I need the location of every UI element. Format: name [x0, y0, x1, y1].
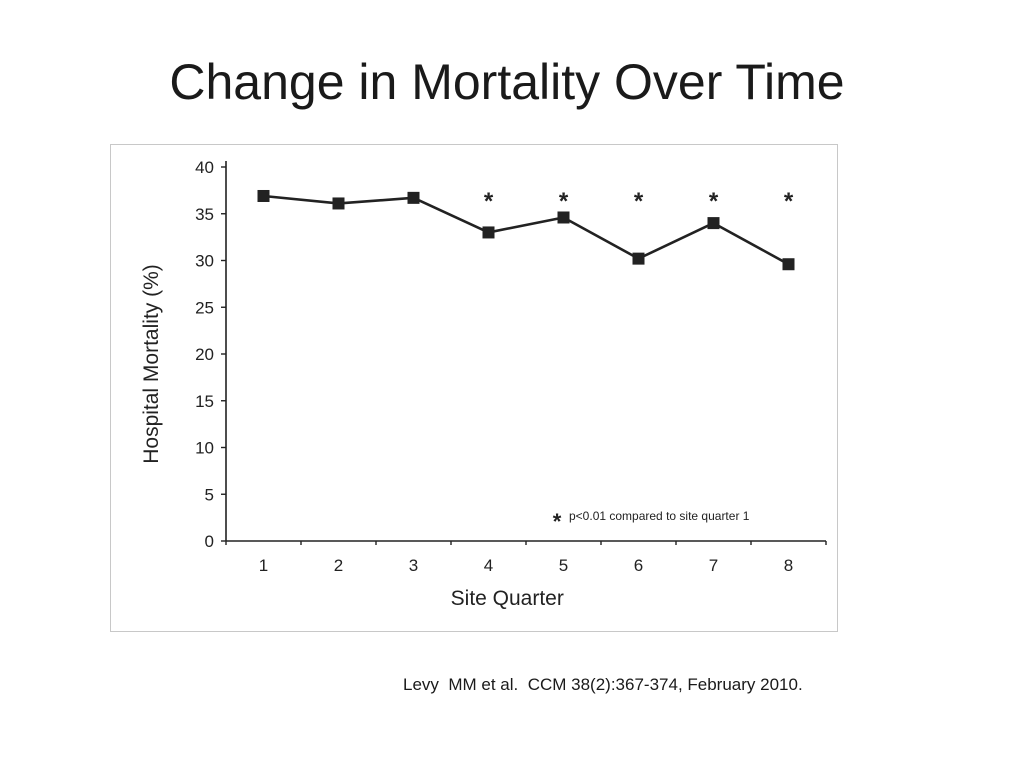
data-point-marker: [782, 258, 795, 271]
annotation-text: p<0.01 compared to site quarter 1: [569, 509, 750, 523]
chart-frame: 0 5 10 15 20 25 30 35 40 1 2 3 4 5 6 7 8 Site Quarter Hosp…: [110, 144, 838, 632]
data-point-marker: [257, 189, 270, 202]
x-tick-label: 4: [484, 556, 493, 575]
x-axis-label: Site Quarter: [451, 587, 564, 610]
significance-star: *: [559, 188, 569, 215]
data-point-marker: [707, 217, 720, 230]
axes: [221, 161, 827, 545]
x-tick-label: 1: [259, 556, 268, 575]
y-tick-label: 30: [195, 252, 214, 271]
series-line: [263, 194, 790, 266]
data-point-marker: [407, 191, 420, 204]
x-tick-label: 7: [709, 556, 718, 575]
y-tick-label: 35: [195, 205, 214, 224]
x-tick-label: 8: [784, 556, 793, 575]
y-axis-label: Hospital Mortality (%): [140, 264, 163, 464]
citation: Levy MM et al. CCM 38(2):367-374, Februa…: [403, 675, 803, 694]
x-tick-label: 5: [559, 556, 568, 575]
y-tick-label: 15: [195, 392, 214, 411]
y-tick-label: 25: [195, 298, 214, 317]
data-point-marker: [557, 211, 570, 224]
labels-layer: 0 5 10 15 20 25 30 35 40 1 2 3 4 5 6 7 8 Site Quarter Hosp…: [140, 158, 794, 610]
x-tick-label: 3: [409, 556, 418, 575]
y-tick-label: 5: [205, 485, 214, 504]
series-layer: [257, 189, 795, 271]
x-tick-label: 6: [634, 556, 643, 575]
y-tick-label: 20: [195, 345, 214, 364]
significance-star: *: [484, 188, 494, 215]
data-point-marker: [482, 226, 495, 239]
data-point-marker: [332, 197, 345, 210]
y-tick-label: 10: [195, 439, 214, 458]
significance-star: *: [634, 188, 644, 215]
x-tick-label: 2: [334, 556, 343, 575]
data-point-marker: [632, 252, 645, 265]
annotation-star: *: [553, 509, 562, 534]
y-tick-label: 40: [195, 158, 214, 177]
slide-title: Change in Mortality Over Time: [169, 54, 845, 110]
mortality-line-chart: 0 5 10 15 20 25 30 35 40 1 2 3 4 5 6 7 8 Site Quarter Hosp…: [140, 158, 827, 610]
significance-star: *: [709, 188, 719, 215]
y-tick-label: 0: [205, 532, 214, 551]
significance-star: *: [784, 188, 794, 215]
